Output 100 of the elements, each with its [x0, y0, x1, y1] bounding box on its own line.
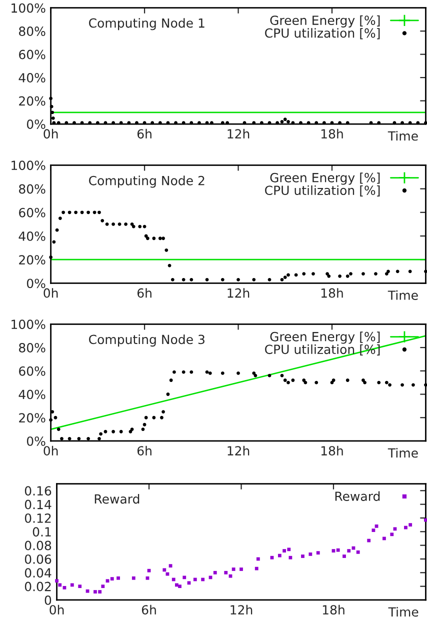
- point: [346, 121, 350, 125]
- point: [146, 576, 150, 580]
- point: [162, 236, 165, 240]
- y-tick-label: 40%: [18, 390, 46, 400]
- point: [254, 566, 258, 570]
- point: [70, 583, 74, 587]
- x-tick-label: 12h: [228, 128, 250, 138]
- point: [352, 546, 356, 550]
- point: [314, 380, 318, 384]
- y-tick-label: 0%: [26, 278, 46, 288]
- y-tick-label: 80%: [19, 343, 46, 352]
- point: [210, 121, 214, 125]
- point: [64, 121, 68, 125]
- point: [332, 549, 336, 552]
- point: [119, 430, 123, 434]
- point: [54, 416, 58, 420]
- y-tick-label: 40%: [18, 73, 46, 82]
- point: [141, 428, 145, 431]
- point: [330, 121, 334, 125]
- point: [77, 436, 81, 440]
- point: [256, 557, 260, 561]
- point: [62, 586, 66, 590]
- point: [168, 564, 172, 568]
- point: [312, 272, 315, 276]
- point: [286, 120, 290, 124]
- point: [49, 96, 53, 100]
- point: [162, 410, 165, 414]
- point: [384, 380, 388, 384]
- point: [322, 121, 326, 125]
- point: [52, 121, 56, 125]
- point: [74, 210, 78, 214]
- point: [404, 526, 408, 530]
- point: [119, 121, 123, 125]
- point: [92, 210, 96, 214]
- point: [393, 527, 397, 531]
- text: Reward: [94, 494, 140, 504]
- point: [135, 121, 138, 125]
- legend-label: Green Energy [%]: [270, 15, 380, 28]
- point: [299, 121, 302, 125]
- point: [252, 121, 256, 125]
- y-tick-label: 20%: [19, 255, 46, 265]
- point: [124, 222, 128, 226]
- point: [236, 372, 240, 375]
- point: [190, 370, 194, 374]
- point: [78, 584, 82, 588]
- point: [386, 270, 390, 274]
- x-tick-label: 6h: [142, 604, 156, 615]
- point: [346, 378, 350, 382]
- x-tick-label: 0h: [44, 446, 58, 456]
- point: [286, 380, 290, 384]
- point: [158, 236, 162, 240]
- x-tick-label: 6h: [137, 288, 152, 298]
- point: [49, 418, 53, 422]
- y-tick-label: 0: [44, 595, 52, 605]
- point: [228, 574, 232, 578]
- y-tick-label: 80%: [19, 26, 46, 36]
- point: [282, 549, 286, 552]
- point: [147, 568, 151, 572]
- point: [362, 378, 365, 382]
- point: [232, 568, 236, 571]
- point: [132, 224, 136, 228]
- point: [98, 590, 102, 594]
- x-tick-label: 18h: [322, 604, 344, 615]
- y-tick-label: 0.06: [24, 554, 52, 564]
- point: [390, 532, 394, 536]
- point: [236, 278, 240, 282]
- point: [377, 121, 381, 125]
- x-tick-label: 6h: [137, 128, 152, 139]
- y-tick-label: 100%: [12, 3, 46, 13]
- point: [104, 121, 108, 125]
- point: [190, 278, 194, 282]
- x-tick-label: 6h: [137, 446, 152, 456]
- point: [412, 383, 415, 387]
- point: [105, 222, 109, 226]
- point: [356, 550, 360, 554]
- point: [362, 272, 365, 276]
- point: [220, 121, 224, 125]
- point: [268, 278, 272, 282]
- point: [110, 577, 114, 581]
- y-tick-label: 60%: [19, 366, 46, 376]
- point: [224, 570, 228, 574]
- point: [252, 372, 256, 375]
- point: [424, 270, 427, 274]
- y-tick-label: 100%: [12, 320, 46, 330]
- point: [291, 378, 295, 382]
- point: [226, 121, 230, 125]
- point: [80, 121, 84, 125]
- point: [400, 121, 404, 125]
- legend-label: Green Energy [%]: [270, 332, 380, 344]
- point: [276, 121, 280, 125]
- point: [187, 581, 191, 585]
- point: [220, 278, 224, 282]
- text: Computing Node 3: [89, 334, 204, 347]
- x-tick-label: 12h: [228, 446, 250, 456]
- point: [49, 256, 53, 259]
- point: [342, 554, 346, 558]
- point: [166, 121, 170, 125]
- point: [146, 236, 150, 240]
- point: [55, 579, 58, 583]
- y-tick-label: 0.16: [24, 486, 52, 496]
